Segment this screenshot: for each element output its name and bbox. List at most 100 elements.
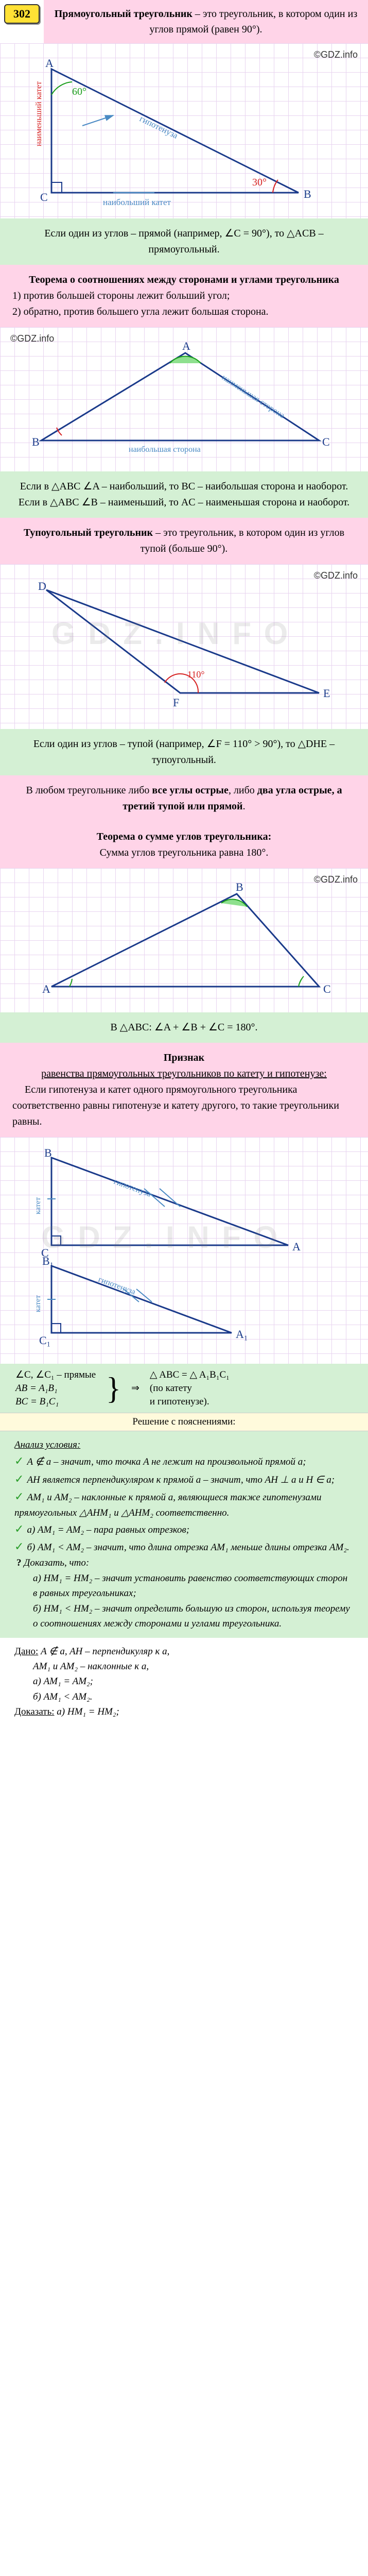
svg-text:наибольшая сторона: наибольшая сторона: [129, 445, 201, 454]
r1: △ ABC = △ A₁B₁C₁: [150, 1369, 230, 1381]
svg-text:A: A: [182, 340, 190, 352]
a5: б) AM₁ < AM₂ – значит, что длина отрезка…: [27, 1542, 349, 1553]
svg-text:A: A: [42, 982, 50, 995]
check-icon: ✓: [14, 1472, 24, 1485]
svg-text:C: C: [323, 982, 331, 995]
svg-text:A: A: [45, 57, 54, 70]
svg-text:B: B: [44, 1147, 52, 1159]
def2-text: – это треугольник, в котором один из угл…: [141, 527, 344, 554]
check-icon: ✓: [14, 1522, 24, 1535]
given-text: A ∉ a, AH – перпендикуляр к a,: [38, 1646, 169, 1657]
sign-sub: равенства прямоугольных треугольников по…: [12, 1066, 356, 1082]
svg-text:B: B: [236, 880, 243, 893]
given-a: а) AM₁ = AM₂;: [14, 1674, 354, 1689]
problem-badge: 302: [4, 4, 40, 24]
svg-text:A₁: A₁: [236, 1328, 248, 1341]
congruence-row: ∠C, ∠C₁ – прямые AB = A₁B₁ BC = B₁C₁ } ⇒…: [0, 1364, 368, 1413]
svg-text:F: F: [173, 696, 179, 709]
svg-text:гипотенуза: гипотенуза: [138, 114, 180, 141]
text-4: В любом треугольнике либо все углы остры…: [0, 775, 368, 822]
svg-text:наименьшая сторона: наименьшая сторона: [220, 373, 286, 420]
t4b: все углы острые: [152, 785, 229, 796]
c1-2: AB = A₁B₁: [15, 1383, 96, 1394]
theorem-1: Теорема о соотношениях между сторонами и…: [0, 265, 368, 327]
theorem-2: Теорема о сумме углов треугольника: Сумм…: [0, 822, 368, 868]
figure-1: ©GDZ.info A B C 60° 30° наименьший катет…: [0, 43, 368, 218]
watermark-2: ©GDZ.info: [10, 333, 54, 344]
prove-label: Доказать:: [14, 1706, 55, 1717]
svg-text:C₁: C₁: [39, 1334, 50, 1347]
theorem1-line1: 1) против большей стороны лежит больший …: [12, 288, 356, 304]
sign-block: Признак равенства прямоугольных треуголь…: [0, 1043, 368, 1137]
svg-text:A: A: [292, 1240, 301, 1253]
svg-text:E: E: [323, 687, 330, 700]
a6: Доказать, что:: [24, 1557, 89, 1568]
triangle-right: A B C 60° 30° наименьший катет гипотенуз…: [10, 54, 358, 208]
given-label: Дано:: [14, 1646, 38, 1657]
figure-5: G D Z . I N F O B C A катет гипотенуза B…: [0, 1137, 368, 1364]
def2-title: Тупоугольный треугольник: [24, 527, 153, 538]
svg-text:катет: катет: [34, 1197, 42, 1214]
given-block: Дано: A ∉ a, AH – перпендикуляр к a, AM₁…: [0, 1638, 368, 1726]
a4: а) AM₁ = AM₂ – пара равных отрезков;: [27, 1524, 189, 1535]
theorem1-title: Теорема о соотношениях между сторонами и…: [12, 272, 356, 288]
watermark-4: ©GDZ.info: [314, 874, 358, 885]
theorem2-title: Теорема о сумме углов треугольника:: [12, 829, 356, 845]
theorem1-line2: 2) обратно, против большего угла лежит б…: [12, 304, 356, 320]
r3: и гипотенузе).: [150, 1396, 230, 1408]
a3: AM₁ и AM₂ – наклонные к прямой a, являющ…: [14, 1492, 322, 1518]
analysis-title: Анализ условия:: [14, 1437, 354, 1452]
triangle-sides: A B C наименьшая сторона наибольшая стор…: [10, 337, 358, 461]
given-text2: AM₁ и AM₂ – наклонные к a,: [14, 1659, 354, 1674]
t4a: В любом треугольнике либо: [26, 785, 152, 796]
a8: б) HM₁ < HM₂ – значит определить большую…: [14, 1601, 354, 1632]
t4e: .: [243, 801, 246, 812]
congruence-right: △ ABC = △ A₁B₁C₁ (по катету и гипотенузе…: [150, 1369, 230, 1408]
triangle-sum: A B C: [10, 878, 358, 1002]
c1-1: ∠C, ∠C₁ – прямые: [15, 1369, 96, 1381]
r2: (по катету: [150, 1383, 230, 1394]
figure-4: ©GDZ.info A B C: [0, 868, 368, 1012]
theorem2-text: Сумма углов треугольника равна 180°.: [12, 845, 356, 861]
svg-text:D: D: [38, 580, 46, 592]
brace-icon: }: [106, 1376, 121, 1401]
a7: а) HM₁ = HM₂ – значит установить равенст…: [14, 1571, 354, 1601]
analysis-block: Анализ условия: ✓A ∉ a – значит, что точ…: [0, 1431, 368, 1638]
svg-text:катет: катет: [34, 1295, 42, 1312]
t4c: , либо: [229, 785, 257, 796]
solution-header: Решение с пояснениями:: [0, 1413, 368, 1431]
svg-text:B₁: B₁: [42, 1255, 54, 1267]
prove-a: а) HM₁ = HM₂;: [55, 1706, 119, 1717]
svg-text:C: C: [322, 435, 330, 448]
text-2: Если в △ABC ∠A – наибольший, то BC – наи…: [0, 471, 368, 518]
svg-text:C: C: [40, 191, 48, 204]
svg-text:60°: 60°: [72, 86, 86, 97]
arrow-icon: ⇒: [131, 1382, 139, 1394]
given-b: б) AM₁ < AM₂.: [14, 1689, 354, 1704]
a2: AH является перпендикуляром к прямой a –…: [27, 1475, 335, 1485]
text-3: Если один из углов – тупой (например, ∠F…: [0, 729, 368, 775]
svg-text:B: B: [304, 188, 311, 200]
text-5: В △ABC: ∠A + ∠B + ∠C = 180°.: [0, 1012, 368, 1043]
check-icon: ✓: [14, 1540, 24, 1553]
watermark-3: ©GDZ.info: [314, 570, 358, 581]
def1-title: Прямоугольный треугольник: [55, 8, 192, 20]
c1-3: BC = B₁C₁: [15, 1396, 96, 1408]
watermark-large-2: G D Z . I N F O: [41, 1219, 279, 1255]
text-1: Если один из углов – прямой (например, ∠…: [0, 218, 368, 265]
definition-2: Тупоугольный треугольник – это треугольн…: [0, 518, 368, 564]
svg-text:гипотенуза: гипотенуза: [113, 1177, 152, 1199]
svg-text:110°: 110°: [187, 669, 205, 680]
sign-title: Признак: [12, 1050, 356, 1066]
svg-text:наименьший катет: наименьший катет: [34, 81, 43, 146]
check-icon: ✓: [14, 1454, 24, 1467]
svg-text:B: B: [32, 435, 40, 448]
sign-text: Если гипотенуза и катет одного прямоугол…: [12, 1082, 356, 1130]
watermark-large-1: G D Z . I N F O: [51, 616, 290, 651]
congruence-left: ∠C, ∠C₁ – прямые AB = A₁B₁ BC = B₁C₁: [15, 1369, 96, 1408]
a1: A ∉ a – значит, что точка A не лежит на …: [27, 1456, 306, 1467]
check-icon: ✓: [14, 1490, 24, 1503]
svg-text:наибольший катет: наибольший катет: [103, 197, 171, 207]
definition-1: Прямоугольный треугольник – это треуголь…: [44, 0, 368, 43]
figure-2: ©GDZ.info A B C наименьшая сторона наибо…: [0, 327, 368, 471]
